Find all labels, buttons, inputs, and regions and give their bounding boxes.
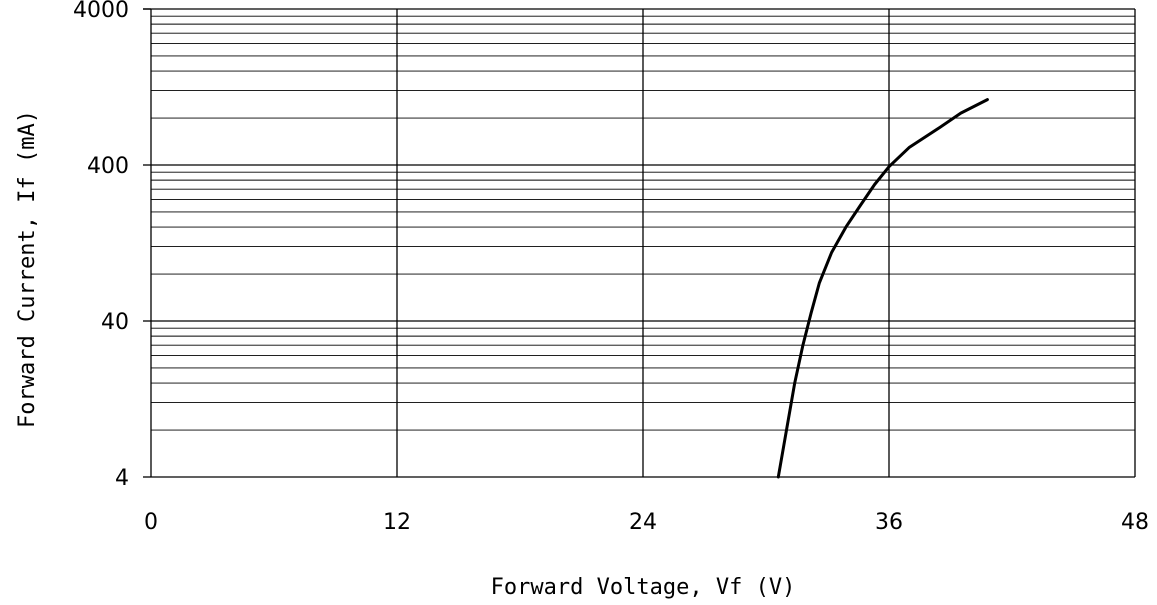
y-tick-label: 4000 bbox=[73, 0, 129, 23]
y-tick-label: 40 bbox=[101, 310, 129, 335]
y-tick-labels: 4 40 400 4000 bbox=[73, 0, 129, 491]
major-gridlines bbox=[143, 8, 1136, 478]
x-tick-labels: 0 12 24 36 48 bbox=[144, 510, 1149, 535]
y-tick-label: 4 bbox=[115, 466, 129, 491]
x-tick-label: 48 bbox=[1121, 510, 1149, 535]
x-tick-label: 36 bbox=[875, 510, 903, 535]
x-tick-label: 24 bbox=[629, 510, 657, 535]
x-axis-title: Forward Voltage, Vf (V) bbox=[491, 575, 796, 600]
series-layer bbox=[776, 98, 989, 479]
x-tick-label: 0 bbox=[144, 510, 158, 535]
y-tick-label: 400 bbox=[87, 154, 129, 179]
x-tick-label: 12 bbox=[383, 510, 411, 535]
series-line bbox=[776, 98, 989, 479]
y-axis-title: Forward Current, If (mA) bbox=[15, 110, 40, 428]
